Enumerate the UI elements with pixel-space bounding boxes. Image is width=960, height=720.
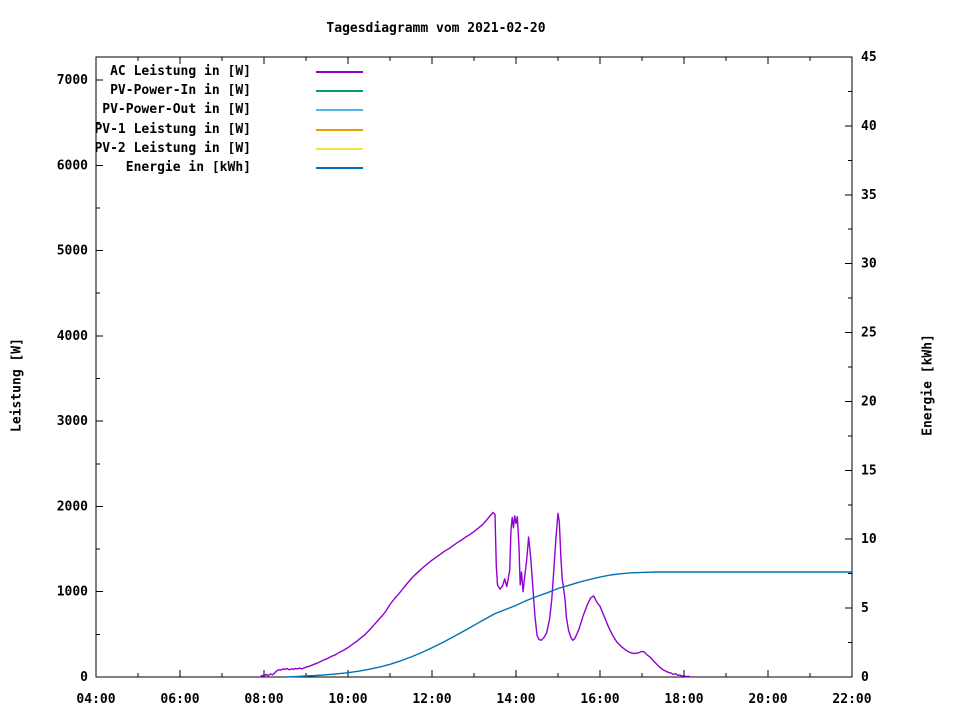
legend-entry: PV-1 Leistung in [W] [0,122,960,138]
y-right-tick-label: 10 [861,532,877,547]
legend-line-sample [316,71,363,73]
chart-legend: AC Leistung in [W] PV-Power-In in [W] PV-P… [0,0,960,190]
x-tick-label: 18:00 [664,692,703,707]
legend-label: AC Leistung in [W] [110,64,251,79]
legend-entry: AC Leistung in [W] [0,64,960,80]
y-left-tick-label: 6000 [57,158,88,173]
y-right-tick-label: 20 [861,394,877,409]
x-tick-label: 22:00 [832,692,871,707]
y-right-tick-label: 45 [861,50,877,65]
x-tick-label: 12:00 [412,692,451,707]
legend-entry: PV-2 Leistung in [W] [0,141,960,157]
x-tick-label: 16:00 [580,692,619,707]
legend-line-sample [316,167,363,169]
chart-title: Tagesdiagramm vom 2021-02-20 [326,21,546,36]
x-tick-label: 08:00 [244,692,283,707]
y-left-tick-label: 3000 [57,414,88,429]
y-right-tick-label: 40 [861,119,877,134]
legend-entry: Energie in [kWh] [0,160,960,176]
legend-line-sample [316,147,363,150]
legend-line-sample [316,128,363,131]
legend-line-sample [316,109,363,112]
y-left-tick-label: 4000 [57,329,88,344]
series-line-ac-leistung-in-w- [260,511,692,678]
legend-label: PV-Power-In in [W] [110,83,251,99]
legend-label: PV-1 Leistung in [W] [94,121,251,137]
y-left-tick-label: 2000 [57,499,88,514]
y-left-tick-label: 0 [80,670,88,685]
legend-entry: PV-Power-Out in [W] [0,102,960,118]
y-right-tick-label: 5 [861,601,869,616]
legend-label: PV-Power-Out in [W] [102,102,251,118]
y-right-tick-label: 25 [861,326,877,341]
x-tick-label: 14:00 [496,692,535,707]
x-tick-label: 06:00 [160,692,199,707]
y-right-tick-label: 30 [861,257,877,272]
x-tick-label: 20:00 [748,692,787,707]
x-tick-label: 10:00 [328,692,367,707]
y-left-tick-label: 5000 [57,244,88,259]
legend-label: Energie in [kWh] [125,160,251,175]
legend-line-sample [316,90,363,93]
legend-label: PV-2 Leistung in [W] [94,140,251,156]
series-line-energie-in-kwh- [284,571,852,678]
y-right-tick-label: 35 [861,188,877,203]
x-tick-label: 04:00 [76,692,115,707]
legend-entry: PV-Power-In in [W] [0,83,960,99]
y-right-tick-label: 15 [861,463,877,478]
y-right-tick-label: 0 [861,670,869,685]
y-left-tick-label: 7000 [57,73,88,88]
y-left-tick-label: 1000 [57,585,88,600]
